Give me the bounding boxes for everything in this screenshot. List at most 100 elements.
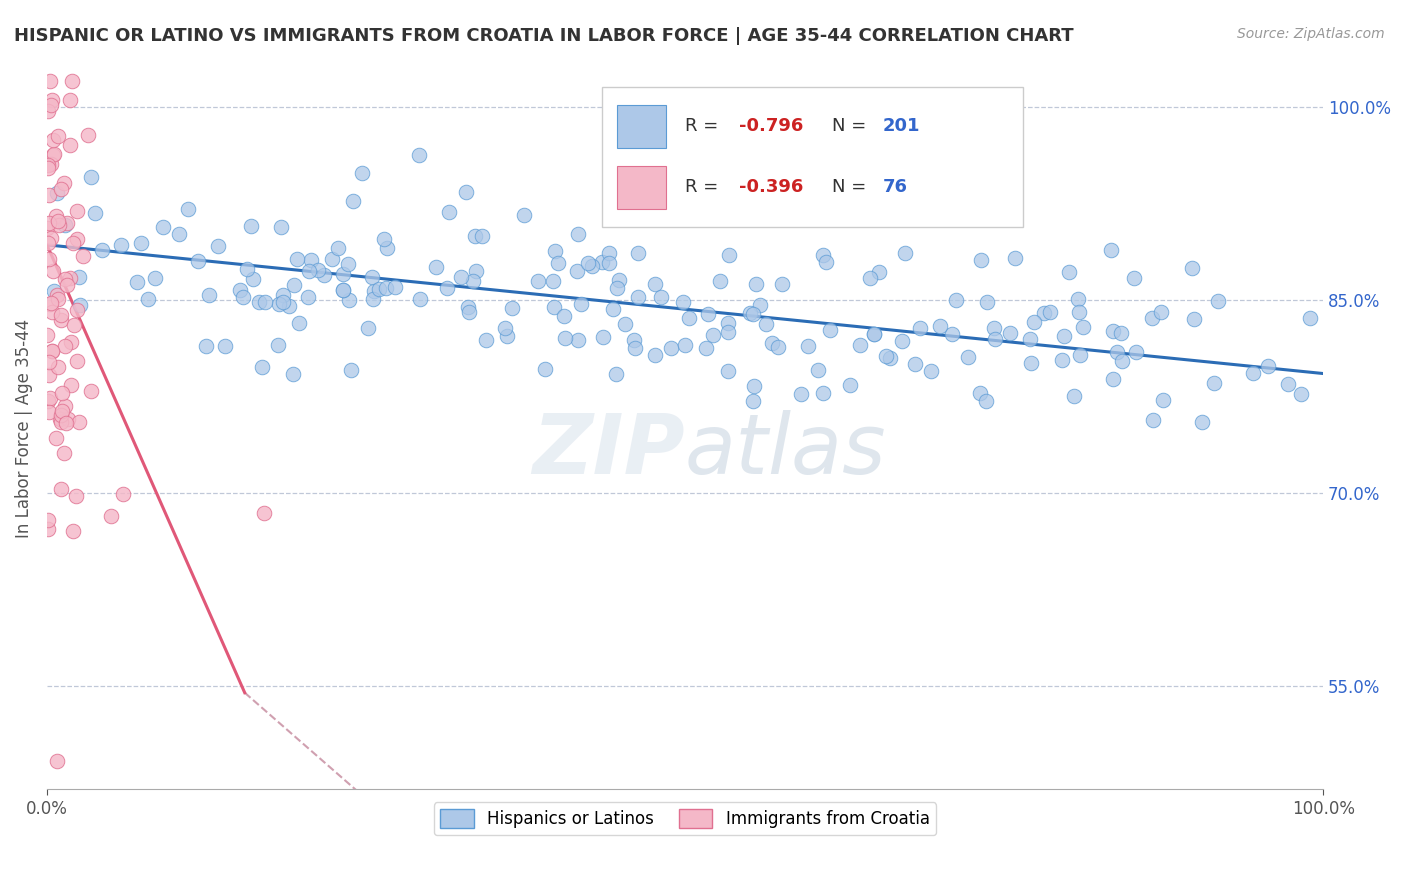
Point	[464, 228, 486, 243]
Point	[60, 377, 83, 392]
Point	[312, 268, 335, 283]
Point	[811, 386, 834, 401]
Point	[890, 334, 912, 348]
Point	[868, 265, 890, 279]
Point	[1050, 353, 1073, 368]
Point	[741, 307, 763, 321]
Point	[475, 334, 498, 348]
Point	[544, 244, 567, 258]
Point	[46, 292, 69, 306]
Point	[581, 259, 603, 273]
Point	[1063, 388, 1085, 402]
Point	[553, 309, 575, 323]
Point	[39, 74, 62, 88]
Point	[69, 298, 91, 312]
Point	[436, 281, 458, 295]
Point	[41, 343, 63, 358]
Point	[37, 221, 59, 235]
Point	[236, 261, 259, 276]
Point	[332, 267, 354, 281]
Point	[983, 320, 1005, 334]
Point	[862, 327, 884, 342]
Point	[207, 239, 229, 253]
Point	[1109, 326, 1132, 340]
Point	[970, 252, 993, 267]
Point	[1111, 354, 1133, 368]
Point	[67, 269, 90, 284]
Point	[49, 411, 72, 425]
Point	[242, 272, 264, 286]
Point	[1000, 326, 1022, 340]
Point	[41, 264, 63, 278]
Point	[1033, 306, 1056, 320]
Point	[450, 270, 472, 285]
Point	[920, 364, 942, 378]
Point	[742, 379, 765, 393]
Point	[53, 339, 76, 353]
Point	[602, 301, 624, 316]
Point	[838, 378, 860, 392]
Point	[494, 321, 516, 335]
Point	[253, 295, 276, 310]
Point	[1123, 270, 1146, 285]
Text: atlas: atlas	[685, 410, 887, 491]
Point	[45, 209, 67, 223]
Point	[650, 290, 672, 304]
Point	[437, 204, 460, 219]
Point	[567, 227, 589, 241]
Point	[908, 321, 931, 335]
Point	[1125, 345, 1147, 359]
Point	[72, 249, 94, 263]
Point	[39, 295, 62, 310]
Point	[1206, 294, 1229, 309]
Point	[39, 98, 62, 112]
Point	[678, 310, 700, 325]
FancyBboxPatch shape	[602, 87, 1024, 227]
Point	[357, 321, 380, 335]
Point	[38, 297, 60, 311]
Point	[627, 246, 650, 260]
Point	[66, 354, 89, 368]
Point	[37, 523, 59, 537]
Point	[627, 290, 650, 304]
Point	[273, 294, 295, 309]
Point	[39, 231, 62, 245]
Point	[42, 133, 65, 147]
Point	[598, 256, 620, 270]
Point	[38, 187, 60, 202]
Point	[46, 186, 69, 200]
Point	[894, 245, 917, 260]
Point	[1101, 371, 1123, 385]
Point	[591, 255, 613, 269]
Point	[42, 147, 65, 161]
Point	[62, 236, 84, 251]
Point	[623, 342, 645, 356]
Point	[471, 229, 494, 244]
Point	[1298, 311, 1320, 326]
Point	[66, 302, 89, 317]
Point	[606, 281, 628, 295]
Point	[342, 194, 364, 209]
Point	[298, 264, 321, 278]
Point	[1204, 376, 1226, 390]
Point	[37, 158, 59, 172]
FancyBboxPatch shape	[617, 104, 666, 148]
Point	[457, 300, 479, 314]
Text: -0.796: -0.796	[738, 117, 803, 136]
Point	[984, 332, 1007, 346]
Point	[957, 350, 980, 364]
Point	[352, 166, 374, 180]
Point	[48, 128, 70, 143]
Point	[77, 128, 100, 142]
Point	[554, 331, 576, 345]
Point	[111, 486, 134, 500]
Point	[51, 181, 73, 195]
Text: N =: N =	[832, 178, 872, 196]
Point	[368, 282, 391, 296]
Point	[41, 93, 63, 107]
Point	[250, 359, 273, 374]
Point	[232, 289, 254, 303]
Point	[143, 271, 166, 285]
Point	[100, 509, 122, 524]
Point	[62, 524, 84, 539]
